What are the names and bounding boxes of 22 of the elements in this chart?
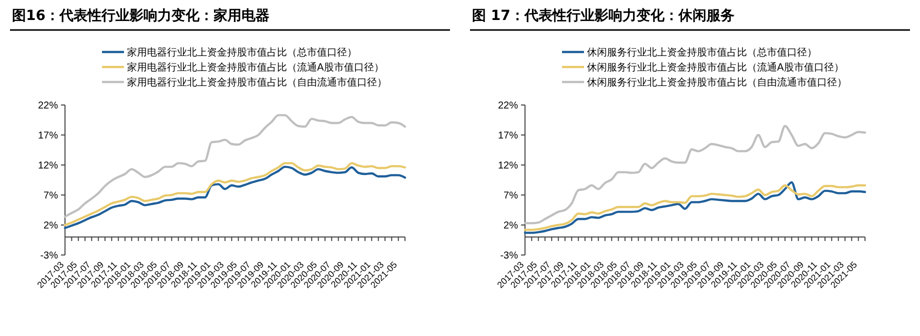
y-tick-label: 17% [38,130,58,142]
y-tick-label: 22% [38,100,58,112]
y-tick-label: 2% [44,220,58,232]
y-tick-label: 22% [498,100,518,112]
y-tick-label: 17% [498,130,518,142]
y-tick-label: 2% [504,220,518,232]
legend-label: 休闲服务行业北上资金持股市值占比（总市值口径） [587,46,817,58]
y-tick-label: -3% [500,250,518,262]
y-tick-label: 7% [44,190,58,202]
legend-label: 家用电器行业北上资金持股市值占比（流通A股市值口径） [127,62,384,74]
legend-label: 家用电器行业北上资金持股市值占比（自由流通市值口径） [127,76,387,88]
line-series [64,114,406,218]
legend-label: 家用电器行业北上资金持股市值占比（总市值口径） [127,46,357,58]
chart-title: 图16：代表性行业影响力变化：家用电器 [12,7,270,24]
chart-title: 图 17：代表性行业影响力变化：休闲服务 [472,7,734,24]
legend-label: 休闲服务行业北上资金持股市值占比（自由流通市值口径） [587,76,847,88]
y-tick-label: 12% [498,160,518,172]
legend-label: 休闲服务行业北上资金持股市值占比（流通A股市值口径） [587,62,844,74]
line-series [524,124,866,224]
y-tick-label: 12% [38,160,58,172]
y-tick-label: -3% [40,250,58,262]
y-tick-label: 7% [504,190,518,202]
